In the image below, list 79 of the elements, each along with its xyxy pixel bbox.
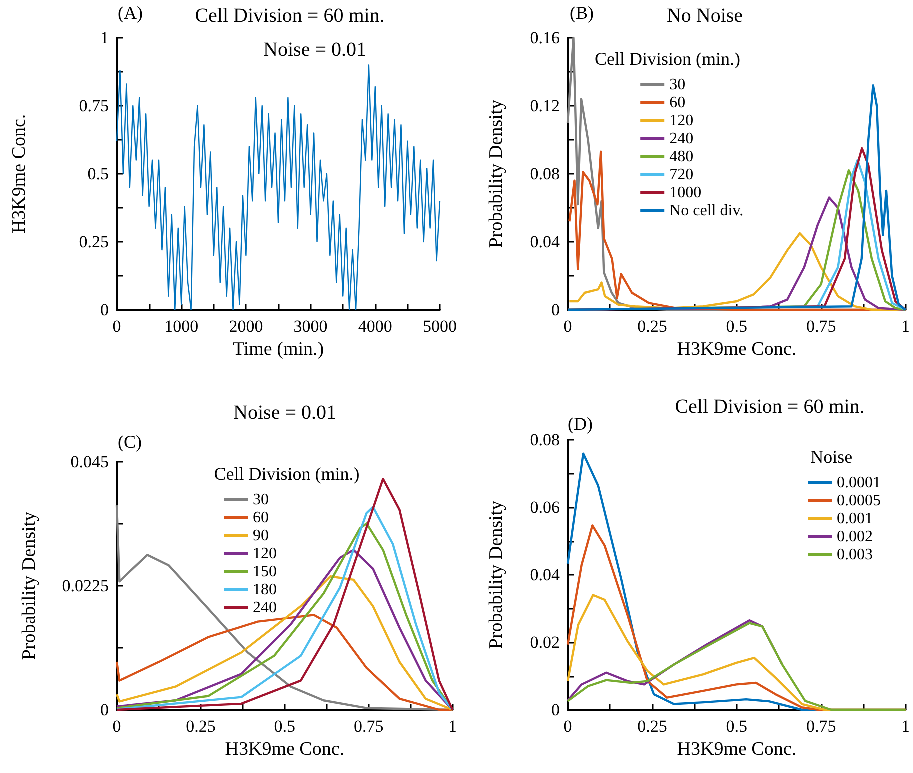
text: (C) — [118, 432, 142, 452]
y-tick-label: 0.08 — [530, 430, 560, 450]
y-tick-label: 0 — [100, 300, 109, 320]
y-tick-label: 0.04 — [530, 232, 560, 252]
legend-label: 240 — [670, 130, 694, 148]
x-tick-label: 1 — [902, 317, 910, 336]
legend-label: 120 — [253, 546, 277, 562]
x-tick-label: 0.25 — [638, 317, 668, 336]
x-tick-label: 0.25 — [186, 717, 216, 736]
y-tick-label: 0.02 — [530, 633, 560, 652]
y-axis-title: Probability Density — [486, 99, 507, 248]
x-axis-title: H3K9me Conc. — [677, 338, 797, 360]
legend-label: No cell div. — [670, 202, 744, 220]
y-axis-title: H3K9me Conc. — [9, 114, 30, 234]
y-tick-label: 0 — [552, 300, 560, 320]
y-tick-label: 0 — [552, 700, 560, 720]
legend-label: 60 — [670, 94, 686, 112]
x-tick-label: 0.75 — [806, 717, 836, 736]
legend-label: 0.002 — [837, 528, 873, 546]
x-tick-label: 1 — [448, 717, 457, 736]
y-tick-label: 0 — [100, 700, 109, 720]
legend-label: 120 — [670, 112, 694, 130]
x-tick-label: 1000 — [164, 317, 199, 336]
x-axis-title: Time (min.) — [232, 338, 324, 360]
legend-label: 30 — [670, 76, 686, 94]
y-tick-label: 0.06 — [530, 498, 560, 517]
legend-label: 0.0001 — [837, 474, 881, 492]
x-axis-title: H3K9me Conc. — [225, 738, 345, 760]
legend-label: 240 — [253, 600, 277, 616]
x-tick-label: 0 — [564, 317, 572, 336]
x-tick-label: 0.25 — [638, 717, 668, 736]
chart-title: Noise = 0.01 — [234, 402, 336, 424]
legend-label: 1000 — [670, 184, 702, 202]
y-tick-label: 0.0225 — [62, 576, 109, 596]
x-tick-label: 2000 — [229, 317, 264, 336]
x-tick-label: 0.5 — [726, 717, 748, 736]
legend-title: Noise — [810, 447, 853, 467]
legend-label: 0.001 — [837, 510, 873, 528]
y-tick-label: 0.04 — [530, 566, 560, 584]
legend-label: 90 — [253, 528, 269, 544]
chart-title: Cell Division = 60 min. — [195, 5, 385, 27]
x-axis-title: H3K9me Conc. — [677, 738, 797, 760]
x-tick-label: 3000 — [294, 317, 328, 336]
y-tick-label: 0.5 — [88, 164, 109, 184]
y-axis-title: Probability Density — [486, 500, 507, 650]
chart-title: Cell Division = 60 min. — [675, 396, 865, 418]
legend-label: 180 — [253, 582, 277, 598]
x-tick-label: 4000 — [358, 317, 392, 336]
legend-label: 0.0005 — [837, 492, 881, 510]
y-tick-label: 0.16 — [530, 28, 560, 48]
legend-label: 720 — [670, 166, 694, 184]
text: (B) — [570, 3, 594, 23]
legend-label: 60 — [253, 510, 269, 526]
x-tick-label: 0 — [112, 317, 122, 336]
x-tick-label: 1 — [902, 717, 910, 736]
legend-label: 150 — [253, 564, 277, 580]
text: (D) — [568, 414, 593, 434]
y-tick-label: 0.75 — [79, 96, 109, 116]
chart-title: No Noise — [666, 5, 744, 27]
text: (A) — [118, 3, 143, 23]
legend-label: 30 — [253, 492, 269, 508]
x-tick-label: 0.75 — [806, 317, 836, 336]
y-tick-label: 1 — [100, 28, 109, 48]
x-tick-label: 0 — [564, 717, 572, 736]
x-tick-label: 5000 — [423, 317, 457, 336]
x-tick-label: 0 — [112, 717, 122, 736]
y-tick-label: 0.08 — [530, 164, 560, 184]
y-tick-label: 0.12 — [530, 96, 560, 116]
x-tick-label: 0.5 — [726, 317, 748, 336]
legend-title: Cell Division (min.) — [595, 49, 741, 69]
y-tick-label: 0.045 — [70, 452, 109, 472]
chart-subtitle: Noise = 0.01 — [264, 39, 366, 61]
x-tick-label: 0.75 — [354, 717, 384, 736]
y-axis-title: Probability Density — [19, 511, 40, 660]
y-tick-label: 0.25 — [79, 232, 109, 252]
x-tick-label: 0.5 — [274, 717, 296, 736]
legend-label: 0.003 — [837, 546, 873, 564]
legend-title: Cell Division (min.) — [214, 464, 360, 484]
legend-label: 480 — [670, 148, 694, 166]
